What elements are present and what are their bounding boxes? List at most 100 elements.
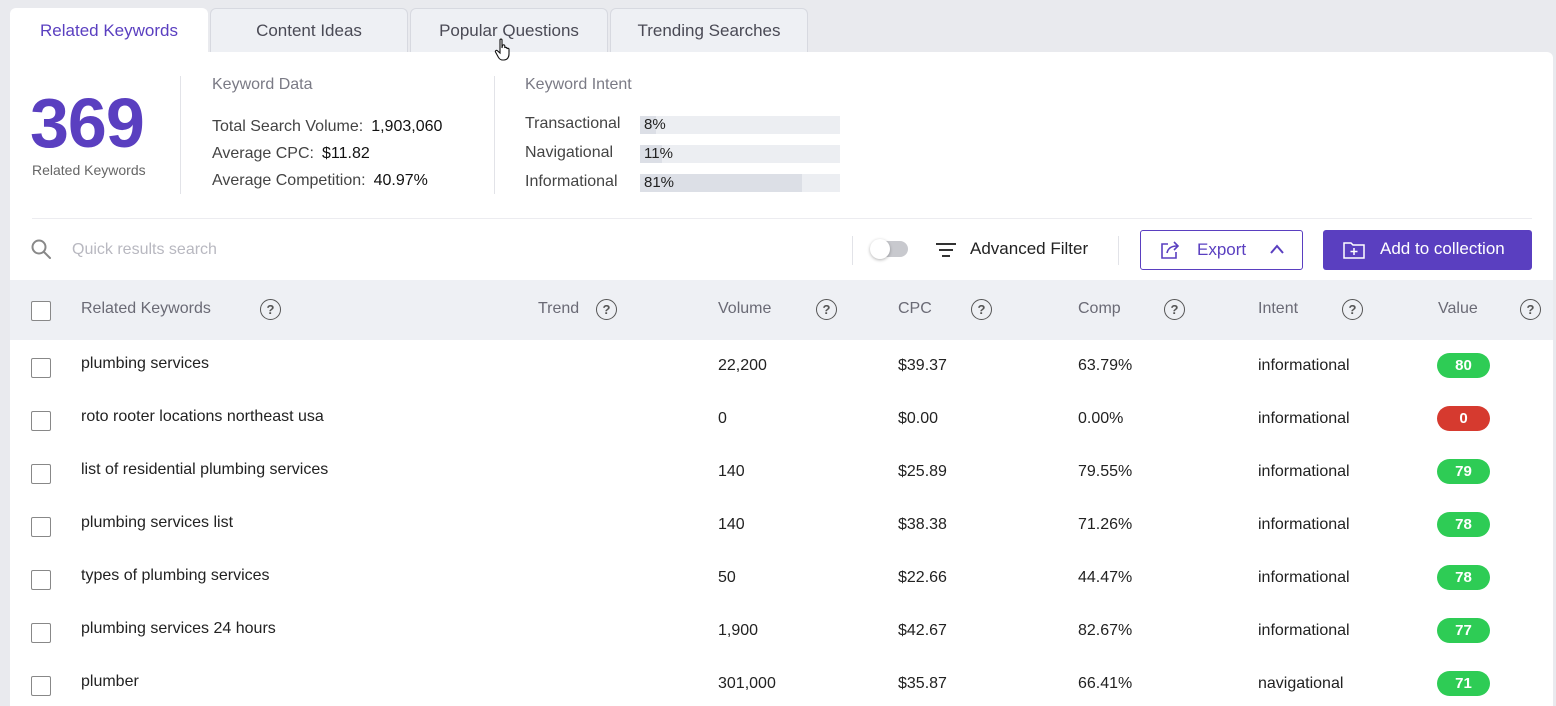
filter-icon[interactable]	[936, 242, 956, 258]
header-comp[interactable]: Comp	[1078, 300, 1121, 317]
header-volume[interactable]: Volume	[718, 300, 772, 317]
intent-cell: informational	[1258, 357, 1350, 374]
advanced-filter-toggle[interactable]	[870, 239, 908, 259]
keyword-data-title: Keyword Data	[212, 76, 313, 93]
search-icon	[31, 239, 51, 259]
quick-search-input[interactable]	[72, 236, 832, 264]
table-row: plumbing services 24 hours 1,900 $42.67 …	[10, 605, 1553, 658]
keyword-cell[interactable]: types of plumbing services	[81, 567, 270, 584]
intent-percent-transactional: 8%	[644, 116, 666, 133]
export-button[interactable]: Export	[1140, 230, 1303, 270]
table-row: plumbing services 22,200 $39.37 63.79% i…	[10, 340, 1553, 393]
header-trend[interactable]: Trend	[538, 300, 580, 317]
row-checkbox[interactable]	[31, 570, 51, 590]
volume-cell: 140	[718, 463, 745, 480]
comp-cell: 0.00%	[1078, 410, 1124, 427]
keyword-cell[interactable]: plumbing services 24 hours	[81, 620, 276, 637]
keyword-cell[interactable]: plumber	[81, 673, 139, 690]
select-all-checkbox[interactable]	[31, 301, 51, 321]
summary-divider	[180, 76, 181, 194]
advanced-filter-label[interactable]: Advanced Filter	[970, 239, 1089, 258]
volume-cell: 50	[718, 569, 736, 586]
help-icon[interactable]: ?	[816, 299, 837, 320]
total-search-volume-label: Total Search Volume:	[212, 118, 364, 135]
help-icon[interactable]: ?	[1342, 299, 1363, 320]
volume-cell: 140	[718, 516, 745, 533]
intent-bar-fill	[640, 116, 656, 134]
average-cpc: Average CPC: $11.82	[212, 145, 370, 163]
header-value[interactable]: Value	[1438, 300, 1478, 317]
volume-cell: 22,200	[718, 357, 767, 374]
total-search-volume: Total Search Volume: 1,903,060	[212, 118, 442, 136]
cpc-cell: $25.89	[898, 463, 947, 480]
row-checkbox[interactable]	[31, 676, 51, 696]
tab-trending-searches[interactable]: Trending Searches	[610, 8, 808, 52]
chevron-up-icon	[1270, 244, 1284, 254]
row-checkbox[interactable]	[31, 358, 51, 378]
average-cpc-value: $11.82	[321, 145, 370, 162]
table-row: list of residential plumbing services 14…	[10, 446, 1553, 499]
intent-cell: informational	[1258, 622, 1350, 639]
keyword-cell[interactable]: roto rooter locations northeast usa	[81, 408, 324, 425]
value-badge: 78	[1437, 512, 1490, 537]
header-cpc[interactable]: CPC	[898, 300, 932, 317]
value-badge: 80	[1437, 353, 1490, 378]
keyword-cell[interactable]: plumbing services	[81, 355, 210, 372]
volume-cell: 1,900	[718, 622, 759, 639]
intent-cell: informational	[1258, 410, 1350, 427]
keyword-cell[interactable]: plumbing services list	[81, 514, 234, 531]
tab-content-ideas[interactable]: Content Ideas	[210, 8, 408, 52]
intent-bar-fill	[640, 145, 662, 163]
intent-cell: informational	[1258, 516, 1350, 533]
help-icon[interactable]: ?	[260, 299, 281, 320]
cpc-cell: $42.67	[898, 622, 947, 639]
intent-bar-navigational: 11%	[640, 145, 840, 163]
header-related-keywords[interactable]: Related Keywords	[81, 300, 211, 317]
help-icon[interactable]: ?	[971, 299, 992, 320]
help-icon[interactable]: ?	[596, 299, 617, 320]
table-row: types of plumbing services 50 $22.66 44.…	[10, 552, 1553, 605]
related-keywords-count-label: Related Keywords	[32, 162, 146, 178]
row-checkbox[interactable]	[31, 411, 51, 431]
help-icon[interactable]: ?	[1520, 299, 1541, 320]
average-competition: Average Competition: 40.97%	[212, 172, 428, 190]
average-competition-value: 40.97%	[373, 172, 428, 189]
share-icon	[1161, 241, 1180, 259]
intent-label-transactional: Transactional	[525, 115, 621, 132]
comp-cell: 44.47%	[1078, 569, 1133, 586]
section-divider	[32, 218, 1532, 219]
tab-popular-questions[interactable]: Popular Questions	[410, 8, 608, 52]
value-badge: 71	[1437, 671, 1490, 696]
intent-bar-fill	[640, 174, 802, 192]
intent-cell: navigational	[1258, 675, 1344, 692]
average-cpc-label: Average CPC:	[212, 145, 314, 162]
comp-cell: 63.79%	[1078, 357, 1133, 374]
tab-bar: Related Keywords Content Ideas Popular Q…	[10, 8, 810, 53]
keyword-data-divider	[494, 76, 495, 194]
cpc-cell: $22.66	[898, 569, 947, 586]
keywords-panel: 369 Related Keywords Keyword Data Total …	[10, 52, 1553, 706]
help-icon[interactable]: ?	[1164, 299, 1185, 320]
folder-add-icon	[1343, 242, 1365, 259]
comp-cell: 82.67%	[1078, 622, 1133, 639]
toolbar-divider	[852, 236, 853, 265]
intent-bar-transactional: 8%	[640, 116, 840, 134]
intent-percent-informational: 81%	[644, 174, 675, 191]
header-intent[interactable]: Intent	[1258, 300, 1299, 317]
value-badge: 77	[1437, 618, 1490, 643]
total-search-volume-value: 1,903,060	[371, 118, 443, 135]
row-checkbox[interactable]	[31, 517, 51, 537]
tab-related-keywords[interactable]: Related Keywords	[10, 8, 208, 53]
keyword-cell[interactable]: list of residential plumbing services	[81, 461, 329, 478]
intent-bar-informational: 81%	[640, 174, 840, 192]
value-badge: 0	[1437, 406, 1490, 431]
keyword-intent-title: Keyword Intent	[525, 76, 632, 93]
row-checkbox[interactable]	[31, 464, 51, 484]
cpc-cell: $35.87	[898, 675, 947, 692]
intent-label-navigational: Navigational	[525, 144, 614, 161]
comp-cell: 71.26%	[1078, 516, 1133, 533]
volume-cell: 301,000	[718, 675, 776, 692]
row-checkbox[interactable]	[31, 623, 51, 643]
add-to-collection-button[interactable]: Add to collection	[1323, 230, 1532, 270]
value-badge: 78	[1437, 565, 1490, 590]
